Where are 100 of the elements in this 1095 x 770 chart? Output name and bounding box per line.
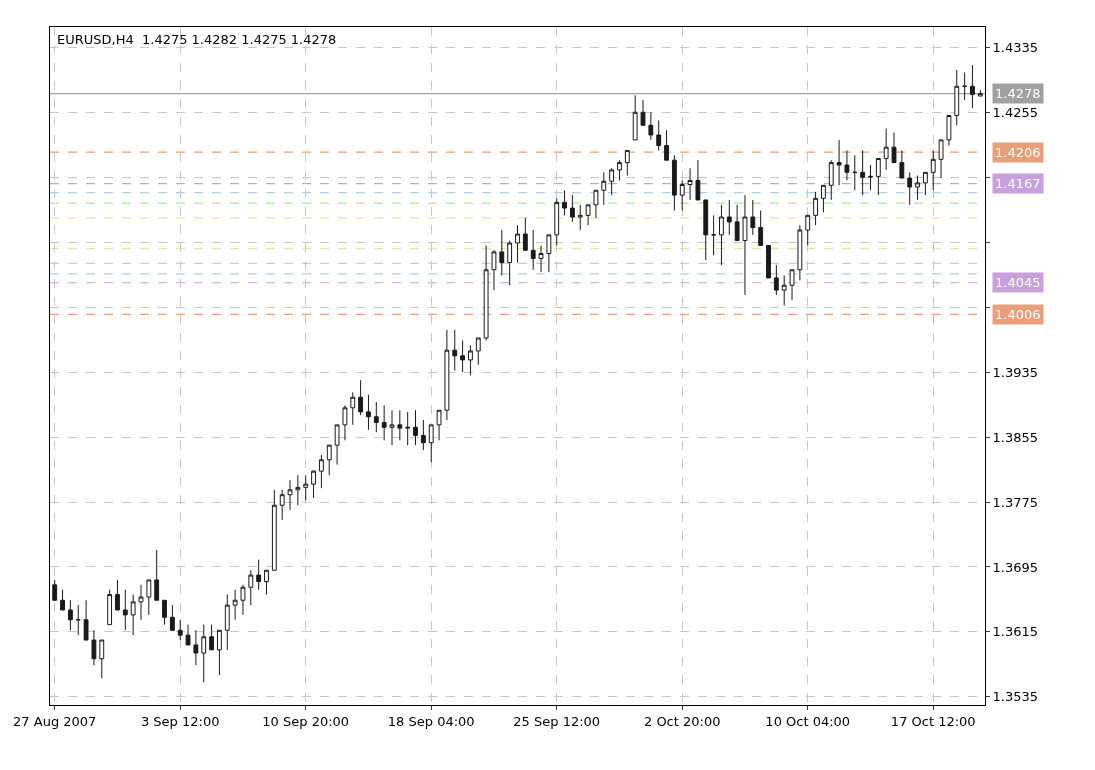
candlestick	[530, 229, 536, 271]
candlestick	[852, 154, 858, 191]
candlestick	[766, 244, 771, 279]
candlestick	[609, 167, 615, 196]
candlestick	[499, 229, 505, 276]
candlestick	[585, 204, 591, 226]
candlestick	[930, 149, 936, 191]
candlestick	[350, 391, 356, 426]
candlestick	[656, 119, 662, 151]
candlestick	[734, 204, 740, 242]
candlestick	[483, 244, 489, 341]
candlestick	[271, 489, 277, 571]
candlestick	[679, 179, 685, 212]
candlestick	[342, 404, 348, 441]
candlestick	[758, 210, 764, 246]
candlestick	[185, 624, 191, 646]
x-tick-label: 10 Sep 20:00	[262, 713, 350, 729]
candlestick	[177, 619, 183, 641]
candlestick	[264, 569, 269, 596]
candlestick	[428, 424, 434, 463]
candlestick	[828, 159, 834, 201]
candlestick	[538, 244, 544, 273]
candlestick	[217, 629, 222, 676]
y-tick-label: 1.3855	[992, 429, 1039, 445]
ref-line-label: 1.4206	[995, 145, 1041, 160]
candlestick	[671, 154, 677, 212]
candlestick	[452, 329, 458, 371]
candlestick	[240, 584, 246, 616]
candlestick	[875, 158, 881, 196]
candlestick	[420, 419, 426, 451]
candlestick	[648, 111, 654, 141]
candlestick	[326, 444, 332, 476]
candlestick	[946, 115, 952, 147]
y-tick-label: 1.3695	[992, 559, 1039, 575]
candlestick	[279, 489, 285, 521]
candlestick	[522, 217, 528, 251]
candlestick	[248, 569, 254, 606]
candlestick	[311, 469, 316, 499]
candlestick	[805, 214, 811, 246]
candlestick	[922, 171, 928, 196]
candlestick	[60, 589, 65, 611]
candlestick	[91, 629, 97, 666]
candlestick	[256, 559, 262, 591]
candlestick	[773, 264, 779, 296]
ref-line-label: 1.4045	[995, 275, 1041, 290]
candlestick	[970, 64, 975, 109]
candlestick	[820, 184, 826, 213]
candlestick	[562, 189, 567, 216]
candlestick	[789, 269, 795, 301]
candlestick	[938, 139, 944, 179]
candlestick	[115, 579, 120, 611]
candlestick	[962, 71, 968, 101]
candlestick	[405, 411, 411, 446]
candlestick	[781, 274, 787, 307]
candlestick	[52, 579, 58, 601]
candlestick	[546, 234, 552, 273]
ref-line-label: 1.4006	[995, 307, 1041, 322]
candlestick	[107, 589, 113, 626]
candlestick	[460, 339, 466, 373]
x-tick-label: 27 Aug 2007	[13, 713, 97, 729]
candlestick	[287, 479, 293, 511]
x-tick-label: 2 Oct 20:00	[643, 713, 721, 729]
candlestick	[295, 474, 301, 506]
x-tick-label: 10 Oct 04:00	[765, 713, 851, 729]
ref-line-label: 1.4167	[995, 176, 1041, 191]
candlestick	[664, 129, 669, 161]
candlestick	[373, 401, 379, 433]
candlestick	[444, 329, 450, 421]
candlestick	[593, 189, 599, 219]
candlestick	[397, 409, 403, 441]
candlestick	[334, 424, 340, 466]
candlestick	[907, 171, 913, 206]
candlestick	[436, 409, 442, 441]
candlestick	[224, 594, 230, 651]
x-tick-label: 25 Sep 12:00	[513, 713, 601, 729]
candlestick	[569, 194, 575, 223]
candlestick	[915, 175, 920, 201]
candlestick	[711, 214, 717, 256]
candlestick	[75, 604, 81, 636]
ref-line-label: 1.4278	[995, 86, 1041, 101]
candlestick	[954, 69, 960, 126]
candlestick	[868, 164, 873, 191]
candlestick	[201, 624, 207, 683]
y-tick-label: 1.3775	[992, 494, 1039, 510]
candlestick	[844, 149, 850, 181]
candlestick	[366, 394, 371, 431]
candlestick	[577, 204, 583, 231]
candlestick	[977, 89, 983, 97]
candlestick	[99, 639, 105, 679]
candlestick	[836, 139, 842, 186]
candlestick	[130, 594, 136, 636]
y-tick-label: 1.4335	[992, 39, 1039, 55]
candlestick	[726, 199, 732, 236]
candlestick	[413, 409, 418, 446]
candlestick	[468, 344, 473, 376]
candlestick	[381, 404, 387, 441]
candlestick	[687, 167, 693, 201]
candlestick	[209, 624, 215, 651]
candlestick	[138, 584, 144, 621]
x-tick-label: 18 Sep 04:00	[387, 713, 475, 729]
